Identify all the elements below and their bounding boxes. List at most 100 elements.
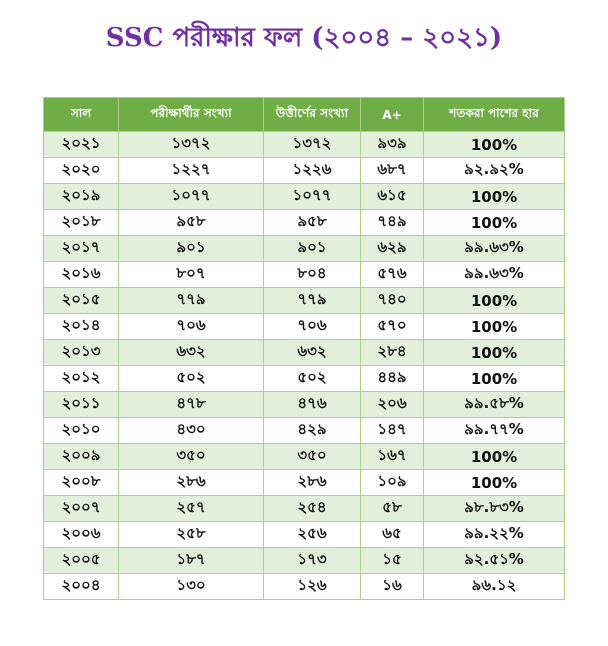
table-row: ২০০৮ ২৮৬ ২৮৬ ১০৯ 100% [43, 469, 565, 496]
examinees-cell: ১২২৭ [118, 157, 264, 184]
pass-rate-cell: ৯৯.৬৩% [423, 235, 565, 262]
year-cell: ২০১৩ [43, 339, 119, 366]
a-plus-cell: ৭৪০ [360, 287, 424, 314]
table-row: ২০০৯ ৩৫০ ৩৫০ ১৬৭ 100% [43, 443, 565, 470]
year-cell: ২০১৯ [43, 183, 119, 210]
table-row: ২০১৮ ৯৫৮ ৯৫৮ ৭৪৯ 100% [43, 209, 565, 236]
pass-rate-cell: ৯২.৫১% [423, 547, 565, 574]
table-row: ২০২০ ১২২৭ ১২২৬ ৬৮৭ ৯২.৯২% [43, 157, 565, 184]
year-cell: ২০২১ [43, 131, 119, 158]
pass-rate-cell: 100% [423, 313, 565, 340]
a-plus-cell: ৬১৫ [360, 183, 424, 210]
year-cell: ২০০৪ [43, 573, 119, 600]
passed-cell: ১২২৬ [263, 157, 361, 184]
pass-rate-cell: 100% [423, 209, 565, 236]
passed-cell: ৭০৬ [263, 313, 361, 340]
passed-cell: ২৫৬ [263, 521, 361, 548]
examinees-cell: ৭০৬ [118, 313, 264, 340]
year-cell: ২০১৪ [43, 313, 119, 340]
pass-rate-cell: 100% [423, 469, 565, 496]
year-cell: ২০১০ [43, 417, 119, 444]
table-row: ২০১৩ ৬৩২ ৬৩২ ২৮৪ 100% [43, 339, 565, 366]
pass-rate-cell: ৯৯.৭৭% [423, 417, 565, 444]
table-row: ২০১৫ ৭৭৯ ৭৭৯ ৭৪০ 100% [43, 287, 565, 314]
a-plus-cell: ২৮৪ [360, 339, 424, 366]
a-plus-cell: ৯৩৯ [360, 131, 424, 158]
pass-rate-cell: 100% [423, 365, 565, 392]
a-plus-cell: ৭৪৯ [360, 209, 424, 236]
passed-cell: ৪৭৬ [263, 391, 361, 418]
table-row: ২০০৬ ২৫৮ ২৫৬ ৬৫ ৯৯.২২% [43, 521, 565, 548]
a-plus-cell: ১৬৭ [360, 443, 424, 470]
passed-cell: ২৮৬ [263, 469, 361, 496]
table-row: ২০০৪ ১৩০ ১২৬ ১৬ ৯৬.১২ [43, 573, 565, 600]
passed-cell: ৬৩২ [263, 339, 361, 366]
passed-cell: ৯৫৮ [263, 209, 361, 236]
header-passed: উত্তীর্ণের সংখ্যা [263, 97, 361, 132]
pass-rate-cell: ৯৯.২২% [423, 521, 565, 548]
examinees-cell: ৯০১ [118, 235, 264, 262]
examinees-cell: ৪৩০ [118, 417, 264, 444]
year-cell: ২০১১ [43, 391, 119, 418]
a-plus-cell: ১৫ [360, 547, 424, 574]
year-cell: ২০১২ [43, 365, 119, 392]
examinees-cell: ৩৫০ [118, 443, 264, 470]
examinees-cell: ৫০২ [118, 365, 264, 392]
passed-cell: ৫০২ [263, 365, 361, 392]
header-pass-rate: শতকরা পাশের হার [423, 97, 565, 132]
a-plus-cell: ৬২৯ [360, 235, 424, 262]
page-title: SSC পরীক্ষার ফল (২০০৪ – ২০২১) [105, 23, 503, 53]
passed-cell: ৯০১ [263, 235, 361, 262]
a-plus-cell: ২০৬ [360, 391, 424, 418]
year-cell: ২০১৬ [43, 261, 119, 288]
passed-cell: ১০৭৭ [263, 183, 361, 210]
pass-rate-cell: ৯৮.৮৩% [423, 495, 565, 522]
a-plus-cell: ৬৮৭ [360, 157, 424, 184]
pass-rate-cell: 100% [423, 443, 565, 470]
year-cell: ২০০৭ [43, 495, 119, 522]
pass-rate-cell: 100% [423, 131, 565, 158]
examinees-cell: ৬৩২ [118, 339, 264, 366]
a-plus-cell: ৪৪৯ [360, 365, 424, 392]
table-body: ২০২১ ১৩৭২ ১৩৭২ ৯৩৯ 100% ২০২০ ১২২৭ ১২২৬ ৬৮৭ ৯২.৯২%… [43, 131, 565, 600]
examinees-cell: ৭৭৯ [118, 287, 264, 314]
passed-cell: ১২৬ [263, 573, 361, 600]
table-row: ২০১১ ৪৭৮ ৪৭৬ ২০৬ ৯৯.৫৮% [43, 391, 565, 418]
examinees-cell: ৯৫৮ [118, 209, 264, 236]
a-plus-cell: ৫৭০ [360, 313, 424, 340]
passed-cell: ৮০৪ [263, 261, 361, 288]
examinees-cell: ২৮৬ [118, 469, 264, 496]
results-table: সাল পরীক্ষার্থীর সংখ্যা উত্তীর্ণের সংখ্য… [43, 97, 565, 600]
year-cell: ২০১৫ [43, 287, 119, 314]
year-cell: ২০০৫ [43, 547, 119, 574]
year-cell: ২০১৭ [43, 235, 119, 262]
a-plus-cell: ৫৭৬ [360, 261, 424, 288]
passed-cell: ১৭৩ [263, 547, 361, 574]
a-plus-cell: ১০৯ [360, 469, 424, 496]
passed-cell: ৭৭৯ [263, 287, 361, 314]
pass-rate-cell: 100% [423, 183, 565, 210]
table-row: ২০২১ ১৩৭২ ১৩৭২ ৯৩৯ 100% [43, 131, 565, 158]
table-row: ২০১৪ ৭০৬ ৭০৬ ৫৭০ 100% [43, 313, 565, 340]
examinees-cell: ১০৭৭ [118, 183, 264, 210]
year-cell: ২০২০ [43, 157, 119, 184]
pass-rate-cell: 100% [423, 339, 565, 366]
passed-cell: ১৩৭২ [263, 131, 361, 158]
year-cell: ২০০৯ [43, 443, 119, 470]
a-plus-cell: ৬৫ [360, 521, 424, 548]
passed-cell: ৪২৯ [263, 417, 361, 444]
passed-cell: ২৫৪ [263, 495, 361, 522]
table-row: ২০১৬ ৮০৭ ৮০৪ ৫৭৬ ৯৯.৬৩% [43, 261, 565, 288]
pass-rate-cell: ৯৬.১২ [423, 573, 565, 600]
pass-rate-cell: ৯৯.৬৩% [423, 261, 565, 288]
table-row: ২০০৫ ১৮৭ ১৭৩ ১৫ ৯২.৫১% [43, 547, 565, 574]
a-plus-cell: ১৪৭ [360, 417, 424, 444]
pass-rate-cell: ৯৯.৫৮% [423, 391, 565, 418]
header-year: সাল [43, 97, 119, 132]
a-plus-cell: ১৬ [360, 573, 424, 600]
table-row: ২০১৯ ১০৭৭ ১০৭৭ ৬১৫ 100% [43, 183, 565, 210]
a-plus-cell: ৫৮ [360, 495, 424, 522]
examinees-cell: ১৮৭ [118, 547, 264, 574]
year-cell: ২০০৬ [43, 521, 119, 548]
header-examinees: পরীক্ষার্থীর সংখ্যা [118, 97, 264, 132]
